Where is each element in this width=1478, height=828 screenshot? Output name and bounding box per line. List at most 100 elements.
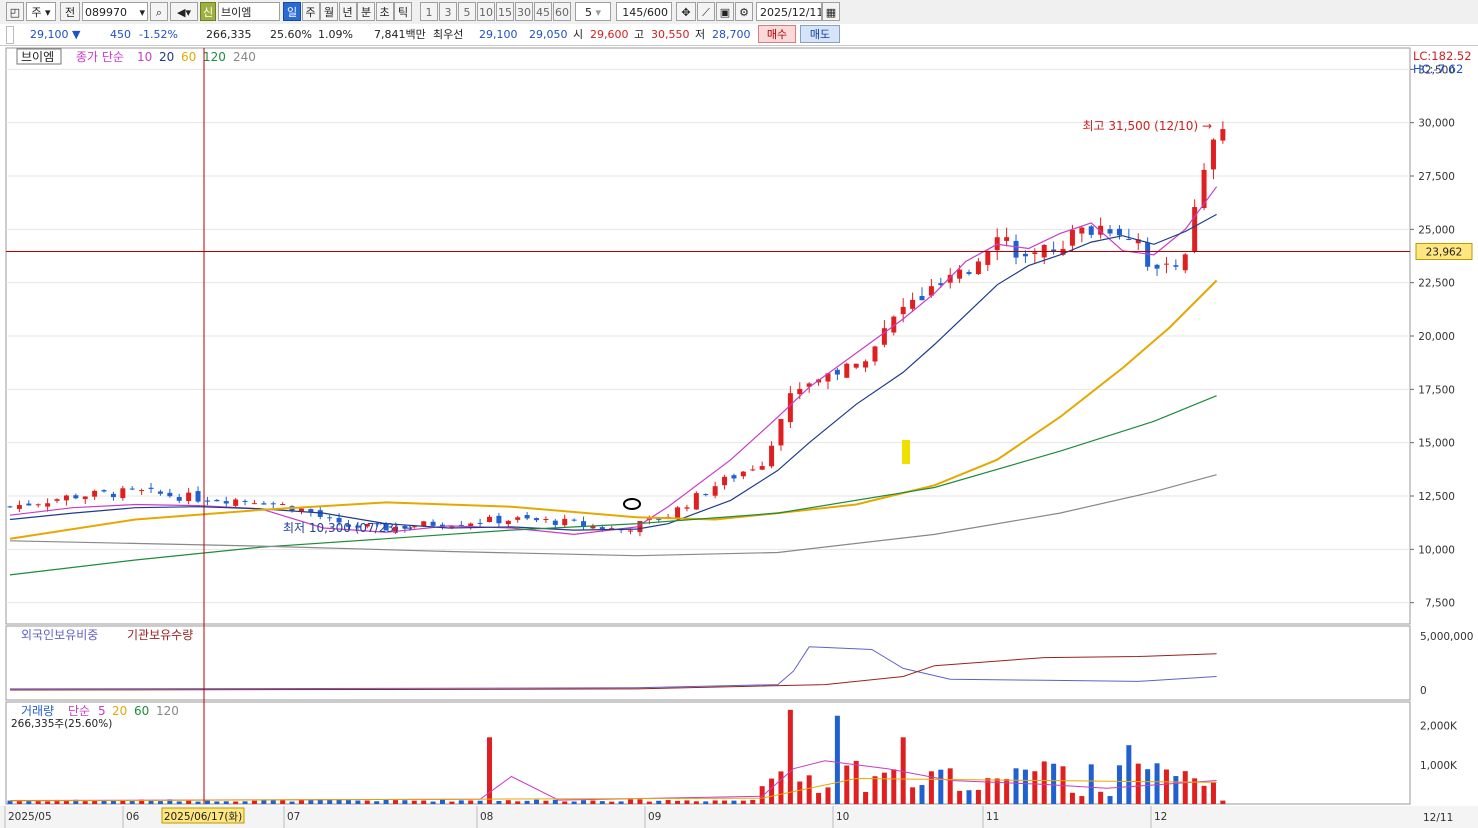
tab-period-5[interactable]: 분 <box>357 2 375 21</box>
minute-button-5[interactable]: 5 <box>458 2 476 21</box>
minute-button-10[interactable]: 10 <box>477 2 495 21</box>
candle-body <box>242 500 248 502</box>
minute-button-1[interactable]: 1 <box>420 2 438 21</box>
volume-bar <box>1051 763 1057 804</box>
layout-icon[interactable]: ◰ <box>6 2 24 21</box>
minute-button-15[interactable]: 15 <box>496 2 514 21</box>
interval-select[interactable]: 5 ▾ <box>575 2 611 21</box>
candle-body <box>1032 252 1038 255</box>
volume-bar <box>609 801 615 804</box>
search-icon[interactable]: ⌕ <box>150 2 168 21</box>
volume-bar <box>129 801 135 804</box>
code-input[interactable]: 089970 ▾ <box>82 2 148 21</box>
volume-bar <box>590 800 596 804</box>
indicator-icon[interactable]: ⟋ <box>697 2 715 21</box>
buy-button[interactable]: 매수 <box>758 25 796 43</box>
candle-body <box>581 521 587 527</box>
volume-bar <box>186 800 192 804</box>
best-price-label: 최우선 <box>433 28 464 41</box>
candle-body <box>778 419 784 446</box>
candle-body <box>477 522 483 524</box>
volume-bar <box>439 799 445 804</box>
volume-bar <box>204 799 210 804</box>
stock-name-field[interactable]: 브이엠 <box>218 2 280 21</box>
tab-period-7[interactable]: 틱 <box>394 2 412 21</box>
volume-bar <box>383 799 389 804</box>
price-tick-label: 20,000 <box>1418 331 1455 343</box>
candle-body <box>1088 226 1094 235</box>
x-axis-label: 06 <box>126 811 140 823</box>
tab-period-4[interactable]: 년 <box>338 2 357 21</box>
low-label: 저 <box>695 28 706 41</box>
lc-label: LC:182.52 <box>1413 49 1472 63</box>
volume-bar <box>910 787 916 804</box>
volume-bar <box>120 800 126 804</box>
candle-body <box>1154 264 1160 269</box>
price-tick-label: 27,500 <box>1418 171 1455 183</box>
stock-name-label: 브이엠 <box>21 50 54 64</box>
quote-bar: 29,100 ▼ 450 -1.52% 266,335 25.60% 1.09%… <box>0 24 1478 46</box>
volume-bar <box>214 801 220 804</box>
gear-icon[interactable]: ⚙ <box>735 2 753 21</box>
pattern-marker <box>623 498 641 510</box>
high-price: 30,550 <box>651 28 690 41</box>
candle-body <box>101 490 107 492</box>
candle-body <box>402 525 408 529</box>
market-select[interactable]: 주 ▾ <box>26 2 56 21</box>
volume-bar <box>63 800 69 804</box>
volume-bar <box>722 800 728 804</box>
volume-bar <box>26 800 32 804</box>
volume-bar <box>223 801 229 804</box>
x-axis-label: 10 <box>836 811 849 823</box>
candle-body <box>994 237 1000 251</box>
calendar-icon[interactable]: ▦ <box>822 2 840 21</box>
chevron-down-icon[interactable]: ▾ <box>139 6 145 19</box>
volume-bar <box>1032 771 1038 804</box>
minute-button-60[interactable]: 60 <box>553 2 571 21</box>
x-axis-label: 2025/05 <box>8 811 52 823</box>
crosshair-price-label: 23,962 <box>1426 246 1463 258</box>
stock-name-box <box>16 48 62 65</box>
save-icon[interactable]: ▣ <box>716 2 734 21</box>
minute-button-45[interactable]: 45 <box>534 2 552 21</box>
volume-bar <box>1145 769 1151 804</box>
candle-body <box>233 499 239 506</box>
speaker-icon[interactable]: ◀▾ <box>170 2 198 21</box>
tab-period-3[interactable]: 월 <box>320 2 338 21</box>
volume-bar <box>693 801 699 804</box>
volume-bar <box>524 800 530 804</box>
volume-bar <box>167 799 173 804</box>
date-field[interactable]: 2025/12/11 <box>756 2 822 21</box>
volume-bar <box>487 737 493 804</box>
volume-tick-label: 1,000K <box>1420 760 1458 772</box>
crosshair-icon[interactable]: ✥ <box>676 2 696 21</box>
candle-body <box>881 328 887 345</box>
minute-button-30[interactable]: 30 <box>515 2 533 21</box>
x-axis-label: 12 <box>1154 811 1167 823</box>
minute-button-3[interactable]: 3 <box>439 2 457 21</box>
volume-bar <box>1173 776 1179 804</box>
candle-body <box>458 524 464 526</box>
volume-bar <box>1013 768 1019 804</box>
tab-period-2[interactable]: 주 <box>301 2 320 21</box>
institution-holding-line <box>9 653 1217 691</box>
candle-body <box>110 493 116 498</box>
count-field[interactable]: 145/600 <box>616 2 672 21</box>
volume-bar <box>1182 771 1188 804</box>
volume-bar <box>411 800 417 804</box>
candle-body <box>54 499 60 501</box>
price-tick-label: 32,500 <box>1418 64 1455 76</box>
volume-ma-period-60: 60 <box>134 704 149 718</box>
tab-period-6[interactable]: 초 <box>375 2 394 21</box>
tab-period-1[interactable]: 일 <box>283 2 301 21</box>
candle-body <box>947 274 953 283</box>
volume-bar <box>82 801 88 804</box>
x-axis-label: 08 <box>480 811 493 823</box>
stock-chart[interactable]: 최고 31,500 (12/10) → 최저 10,300 (07/23) → 3… <box>0 46 1478 828</box>
volume-ma-label: 단순 <box>68 704 90 718</box>
sell-button[interactable]: 매도 <box>800 25 840 43</box>
volume-bar <box>562 801 568 804</box>
scope-button[interactable]: 전 <box>60 2 80 21</box>
candle-body <box>599 527 605 530</box>
volume-bar <box>750 799 756 804</box>
